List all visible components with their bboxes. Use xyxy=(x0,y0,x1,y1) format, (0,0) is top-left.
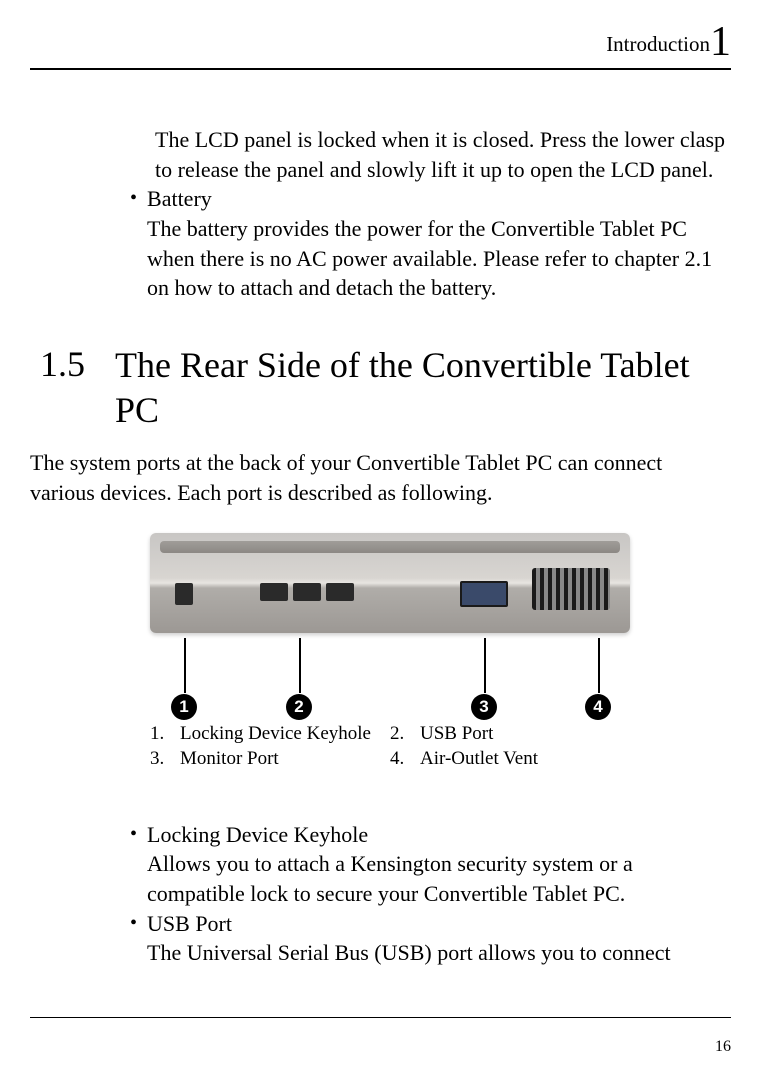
battery-bullet: • Battery The battery provides the power… xyxy=(130,184,726,303)
callout-number-3: 3 xyxy=(471,694,497,720)
legend-text: USB Port xyxy=(420,723,493,745)
callout-line-1 xyxy=(184,638,186,693)
page-header: Introduction1 xyxy=(30,18,731,70)
lock-port-icon xyxy=(175,583,193,605)
monitor-port-icon xyxy=(460,581,508,607)
page-footer: 16 xyxy=(30,1017,731,1056)
legend-item: 1. Locking Device Keyhole xyxy=(150,723,390,745)
bullet-icon: • xyxy=(130,912,137,968)
battery-label: Battery xyxy=(147,186,212,211)
lcd-panel-text: The LCD panel is locked when it is close… xyxy=(155,125,726,184)
desc-text: Allows you to attach a Kensington securi… xyxy=(147,851,633,906)
bullet-icon: • xyxy=(130,187,137,303)
desc-label: USB Port xyxy=(147,911,232,936)
section-number: 1.5 xyxy=(40,343,85,385)
battery-text: The battery provides the power for the C… xyxy=(147,216,712,300)
desc-label: Locking Device Keyhole xyxy=(147,822,368,847)
air-vent-icon xyxy=(532,568,610,610)
usb-ports-icon xyxy=(260,583,360,605)
chapter-number: 1 xyxy=(710,19,731,65)
legend-text: Air-Outlet Vent xyxy=(420,748,538,770)
page-number: 16 xyxy=(715,1038,731,1055)
callout-number-1: 1 xyxy=(171,694,197,720)
legend-num: 3. xyxy=(150,748,180,770)
figure-container: 1 2 3 4 xyxy=(150,533,701,708)
legend-item: 4. Air-Outlet Vent xyxy=(390,748,590,770)
chapter-label: Introduction xyxy=(606,32,710,56)
callout-number-4: 4 xyxy=(585,694,611,720)
legend-item: 2. USB Port xyxy=(390,723,590,745)
desc-text: The Universal Serial Bus (USB) port allo… xyxy=(147,940,671,965)
legend-num: 1. xyxy=(150,723,180,745)
legend-num: 2. xyxy=(390,723,420,745)
callout-line-3 xyxy=(484,638,486,693)
section-body: The system ports at the back of your Con… xyxy=(30,448,726,507)
callout-number-2: 2 xyxy=(286,694,312,720)
callout-lines: 1 2 3 4 xyxy=(150,638,630,708)
legend-num: 4. xyxy=(390,748,420,770)
legend-text: Monitor Port xyxy=(180,748,279,770)
locking-keyhole-bullet: • Locking Device Keyhole Allows you to a… xyxy=(130,820,726,909)
legend-text: Locking Device Keyhole xyxy=(180,723,371,745)
device-rear-image xyxy=(150,533,630,633)
callout-line-4 xyxy=(598,638,600,693)
usb-port-bullet: • USB Port The Universal Serial Bus (USB… xyxy=(130,909,726,968)
section-title: The Rear Side of the Convertible Tablet … xyxy=(115,343,731,433)
bullet-icon: • xyxy=(130,823,137,909)
callout-line-2 xyxy=(299,638,301,693)
legend-item: 3. Monitor Port xyxy=(150,748,390,770)
section-heading: 1.5 The Rear Side of the Convertible Tab… xyxy=(30,343,731,433)
figure-legend: 1. Locking Device Keyhole 2. USB Port 3.… xyxy=(150,723,701,770)
